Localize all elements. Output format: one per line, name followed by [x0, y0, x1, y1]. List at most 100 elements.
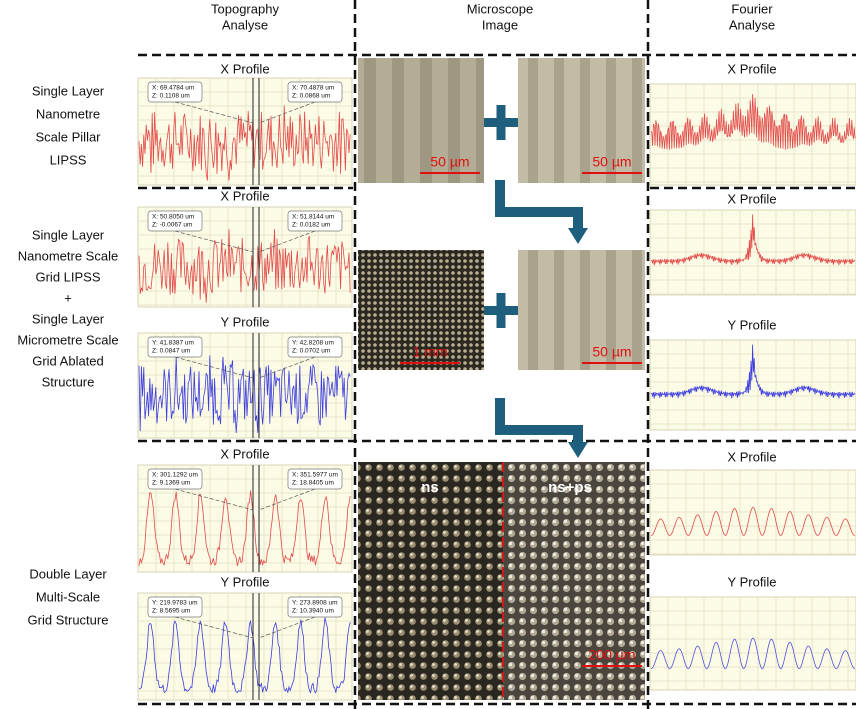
- panel-title: Y Profile: [221, 574, 270, 589]
- arrow: [495, 398, 583, 444]
- cursor-box: [287, 81, 343, 103]
- cursor-box: [287, 210, 343, 232]
- arrow-head: [568, 228, 588, 244]
- cursor-box: [147, 81, 203, 103]
- cursor-leader: [258, 488, 316, 511]
- fourier-trace: [650, 344, 856, 399]
- cursor-leader: [258, 356, 316, 379]
- fourier-trace: [650, 214, 856, 266]
- row-label: Nanometre Scale: [18, 248, 118, 263]
- cursor-text: Z: 0.0702 um: [292, 348, 330, 355]
- fourier-trace: [650, 507, 856, 536]
- cursor-text: Z: 0.0847 um: [152, 348, 190, 355]
- profile-trace: [138, 355, 351, 434]
- column-header: Fourier: [731, 1, 773, 16]
- row-label: LIPSS: [50, 152, 87, 167]
- cursor-text: Z: -0.0067 um: [152, 222, 192, 229]
- cursor-box: [147, 596, 203, 618]
- cursor-text: Z: 0.1108 um: [152, 93, 190, 100]
- cursor-text: X: 51.8144 um: [292, 214, 334, 221]
- cursor-text: X: 50.8050 um: [152, 214, 194, 221]
- scale-label: 50 µm: [592, 344, 631, 360]
- row-label: Double Layer: [29, 566, 107, 581]
- row-label: Grid Structure: [28, 612, 109, 627]
- cursor-text: Z: 0.0868 um: [292, 93, 330, 100]
- microscope-image: [358, 462, 503, 700]
- cursor-leader: [258, 230, 316, 253]
- panel-title: X Profile: [220, 61, 269, 76]
- cursor-leader: [258, 101, 316, 124]
- cursor-text: X: 70.4878 um: [292, 85, 334, 92]
- panel-title: Y Profile: [728, 317, 777, 332]
- cursor-text: X: 301.1292 um: [152, 472, 198, 479]
- panel-title: X Profile: [220, 446, 269, 461]
- row-label: Grid Ablated: [32, 353, 104, 368]
- row-label: Single Layer: [32, 83, 105, 98]
- cursor-box: [287, 468, 343, 490]
- panel-title: X Profile: [727, 61, 776, 76]
- row-label: Scale Pillar: [35, 129, 101, 144]
- cursor-text: Z: 9.1369 um: [152, 480, 190, 487]
- cursor-text: Y: 219.9783 um: [152, 600, 198, 607]
- microscope-image: [358, 250, 484, 370]
- column-header: Analyse: [222, 17, 268, 32]
- plot-area: [649, 469, 856, 556]
- profile-trace: [138, 617, 351, 694]
- fourier-trace: [650, 637, 856, 670]
- cursor-text: Y: 42.8208 um: [292, 340, 334, 347]
- microscope-image: [518, 250, 645, 370]
- cursor-leader: [174, 488, 254, 511]
- column-header: Analyse: [729, 17, 775, 32]
- panel-title: Y Profile: [221, 314, 270, 329]
- plus: [496, 105, 506, 140]
- cursor-text: X: 69.4784 um: [152, 85, 194, 92]
- arrows: [495, 180, 588, 458]
- cursor-text: Z: 10.3940 um: [292, 608, 334, 615]
- region-label: ns: [421, 479, 439, 496]
- cursor-text: Z: 8.5695 um: [152, 608, 190, 615]
- row-label: Grid LIPSS: [35, 269, 100, 284]
- profile-trace: [138, 490, 351, 567]
- fourier-trace: [650, 93, 856, 150]
- profile-trace: [138, 229, 351, 303]
- row-label: Micrometre Scale: [17, 332, 118, 347]
- scale-label: 50 µm: [592, 154, 631, 170]
- profile-trace: [138, 105, 351, 181]
- column-header: Image: [482, 17, 518, 32]
- cursor-box: [287, 336, 343, 358]
- scale-label: 50 µm: [430, 154, 469, 170]
- cursor-text: Z: 18.8405 um: [292, 480, 334, 487]
- column-header: Topography: [211, 1, 279, 16]
- plot-area: [649, 596, 856, 691]
- region-label: ns+ps: [548, 479, 592, 496]
- cursor-box: [147, 336, 203, 358]
- separators: [138, 0, 856, 709]
- plus-signs: [484, 105, 518, 328]
- cursor-box: [147, 468, 203, 490]
- panel-title: X Profile: [727, 449, 776, 464]
- cursor-text: Z: 0.0182 um: [292, 222, 330, 229]
- arrow-head: [568, 442, 588, 458]
- microscope-image: [518, 58, 645, 183]
- cursor-leader: [174, 101, 254, 124]
- panel-title: Y Profile: [728, 574, 777, 589]
- cursor-text: Y: 273.8908 um: [292, 600, 338, 607]
- cursor-leader: [174, 230, 254, 253]
- row-label: Multi-Scale: [36, 589, 100, 604]
- cursor-box: [287, 596, 343, 618]
- cursor-leader: [174, 356, 254, 379]
- row-label: Single Layer: [32, 311, 105, 326]
- cursor-text: Y: 41.8387 um: [152, 340, 194, 347]
- row-label: Single Layer: [32, 227, 105, 242]
- plus: [496, 293, 506, 328]
- panel-title: X Profile: [220, 188, 269, 203]
- cursor-leader: [174, 616, 254, 639]
- scale-label: 200 µm: [589, 647, 636, 663]
- row-label: Nanometre: [36, 106, 100, 121]
- arrow: [495, 180, 583, 230]
- panel-title: X Profile: [727, 191, 776, 206]
- column-header: Microscope: [467, 1, 533, 16]
- microscope-image: [503, 462, 645, 700]
- microscope-image: [358, 58, 484, 183]
